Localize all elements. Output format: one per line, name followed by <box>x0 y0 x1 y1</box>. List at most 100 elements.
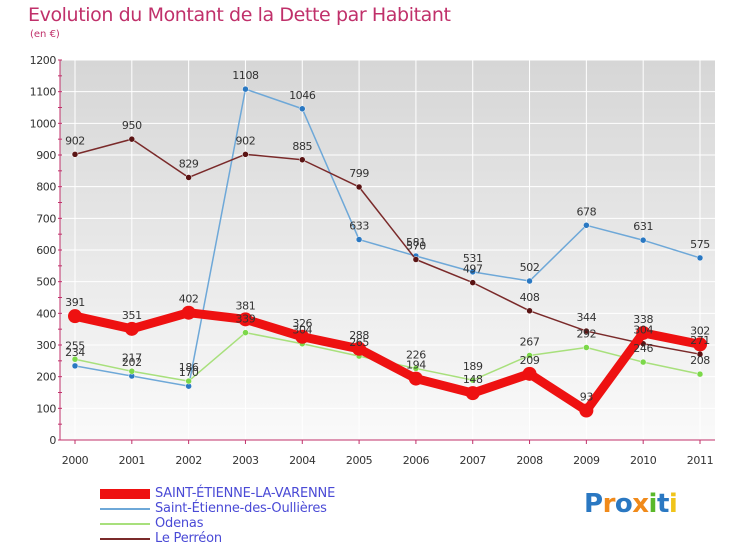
series-3-point <box>71 151 79 158</box>
series-3-data-label: 902 <box>65 134 85 147</box>
series-1-data-label: 678 <box>576 205 596 218</box>
series-line-3 <box>74 138 701 355</box>
logo-letter: P <box>584 489 603 519</box>
legend-swatch <box>100 508 150 510</box>
series-0-data-label: 381 <box>236 299 256 312</box>
series-1-data-label: 202 <box>122 356 142 369</box>
y-tick-label: 1000 <box>30 117 57 130</box>
y-tick-label: 800 <box>36 181 56 194</box>
y-tick-label: 300 <box>36 339 56 352</box>
x-tick-label: 2011 <box>687 454 713 467</box>
chart-subtitle: (en €) <box>30 29 60 40</box>
legend-swatch <box>100 489 150 499</box>
x-tick-label: 2006 <box>403 454 430 467</box>
logo-letter: t <box>656 489 669 519</box>
series-1-data-label: 170 <box>179 366 199 379</box>
series-1-point <box>583 222 590 229</box>
series-0-point <box>68 309 82 324</box>
x-tick-label: 2002 <box>175 454 201 467</box>
series-0-data-label: 402 <box>179 293 199 306</box>
series-3-data-label: 344 <box>576 311 596 324</box>
series-2-data-label: 246 <box>633 342 653 355</box>
logo-letter: i <box>668 489 678 519</box>
series-0-point <box>181 305 196 320</box>
series-1-point <box>71 362 79 370</box>
series-3-point <box>583 327 590 335</box>
series-0-data-label: 288 <box>349 329 369 342</box>
series-2-point <box>185 377 192 385</box>
legend-swatch <box>100 538 150 540</box>
series-2-point <box>412 365 420 372</box>
proxiti-logo: Proxiti <box>584 489 678 519</box>
legend-label: SAINT-ÉTIENNE-LA-VARENNE <box>155 486 336 501</box>
x-tick-label: 2008 <box>516 454 543 467</box>
series-1-point <box>696 254 704 262</box>
series-0-point <box>295 329 310 344</box>
series-3-point <box>526 307 533 315</box>
series-3-point <box>355 183 363 191</box>
series-0-data-label: 326 <box>292 317 312 330</box>
series-2-data-label: 292 <box>576 328 596 341</box>
logo-letter: r <box>602 489 616 519</box>
series-2-data-label: 267 <box>520 335 540 348</box>
series-2-data-label: 189 <box>463 360 483 373</box>
series-0-data-label: 338 <box>633 313 653 326</box>
series-1-data-label: 531 <box>463 252 483 265</box>
series-2-point <box>696 370 704 378</box>
series-0-point <box>522 366 537 381</box>
series-3-point <box>412 256 420 263</box>
x-tick-label: 2009 <box>573 454 600 467</box>
series-1-data-label: 575 <box>690 238 710 251</box>
series-lines <box>68 85 707 418</box>
series-3-data-label: 885 <box>292 140 312 153</box>
chart-title: Evolution du Montant de la Dette par Hab… <box>28 4 451 26</box>
series-0-point <box>693 337 707 352</box>
series-0-point <box>579 403 594 418</box>
series-0-point <box>124 321 139 336</box>
series-0-data-label: 194 <box>406 359 426 372</box>
line-chart: 0 100 200 300 400 500 600 700 800 900 1000 1100 1200… <box>30 54 715 467</box>
series-1-data-label: 631 <box>633 220 653 233</box>
series-2-point <box>242 329 249 336</box>
series-2-data-label: 217 <box>122 351 142 364</box>
series-3-data-label: 570 <box>406 240 426 253</box>
series-1-point <box>469 268 476 276</box>
series-0-data-label: 351 <box>122 309 142 322</box>
series-0-point <box>352 341 367 356</box>
x-tick-label: 2004 <box>289 454 316 467</box>
series-2-point <box>128 368 136 375</box>
series-0-point <box>238 312 253 327</box>
series-0-data-label: 93 <box>580 391 594 404</box>
series-2-point <box>583 344 590 351</box>
series-3-point <box>242 151 249 158</box>
logo-letter: i <box>648 489 658 519</box>
series-3-data-label: 497 <box>463 263 483 276</box>
series-0-data-label: 148 <box>463 373 483 386</box>
x-tick-label: 2001 <box>119 454 145 467</box>
series-2-data-label: 208 <box>690 354 710 367</box>
logo-letter: x <box>632 489 649 519</box>
y-tick-label: 0 <box>49 434 56 447</box>
series-1-point <box>526 277 533 285</box>
series-2-point <box>639 358 647 366</box>
series-1-point <box>299 105 306 113</box>
series-2-data-label: 255 <box>65 339 85 352</box>
x-tick-label: 2010 <box>630 454 657 467</box>
series-3-data-label: 271 <box>690 334 710 347</box>
series-3-point <box>185 174 192 181</box>
series-1-data-label: 1108 <box>232 69 259 82</box>
series-0-point <box>408 371 423 386</box>
x-tick-label: 2007 <box>460 454 487 467</box>
series-3-point <box>469 279 476 286</box>
axes: 0 100 200 300 400 500 600 700 800 900 1000 1100 1200… <box>30 54 715 467</box>
legend-label: Le Perréon <box>155 531 222 546</box>
y-tick-label: 1100 <box>30 86 57 99</box>
data-labels: 234 202 170 1108 1046 633 581 531 502 678 631 575 25… <box>65 69 711 404</box>
series-3-data-label: 799 <box>349 167 369 180</box>
legend-swatch <box>100 523 150 525</box>
series-2-data-label: 226 <box>406 348 426 361</box>
legend-label: Odenas <box>155 516 204 531</box>
series-1-data-label: 633 <box>349 220 369 233</box>
x-tick-label: 2000 <box>62 454 89 467</box>
